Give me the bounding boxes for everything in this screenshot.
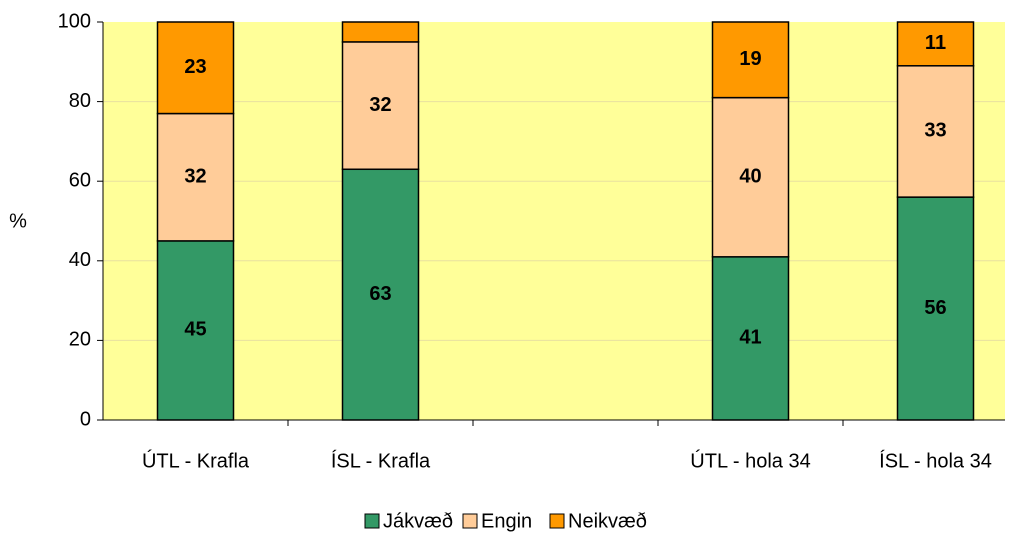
bar-segment [156, 112, 235, 242]
data-label: 56 [924, 297, 946, 319]
bar-segment [711, 256, 790, 421]
x-tick-label: ÚTL - Krafla [142, 449, 250, 472]
y-tick-label: 80 [69, 90, 91, 112]
bar-segment [341, 168, 420, 421]
legend-label: Neikvæð [568, 510, 647, 532]
y-tick-label: 100 [58, 10, 91, 32]
bar-segment [896, 196, 975, 421]
data-label: 45 [184, 319, 206, 341]
data-label: 19 [739, 48, 761, 70]
legend-swatch [549, 513, 565, 529]
x-tick-label: ÍSL - hola 34 [879, 449, 992, 472]
bar-segment [896, 65, 975, 198]
x-tick-label: ÚTL - hola 34 [690, 449, 810, 472]
data-label: 40 [739, 166, 761, 188]
bar-segment [156, 21, 235, 115]
bar-segment [341, 41, 420, 171]
legend-label: Jákvæð [383, 510, 453, 532]
x-tick-label: ÍSL - Krafla [331, 449, 431, 472]
data-label: 41 [739, 327, 761, 349]
data-label: 33 [924, 120, 946, 142]
data-label: 11 [925, 32, 946, 54]
y-tick-label: 60 [69, 169, 91, 191]
bar-segment [896, 21, 975, 67]
y-tick-label: 0 [80, 408, 91, 430]
data-label: 32 [369, 94, 391, 116]
y-tick-label: 20 [69, 329, 91, 351]
plot-area [103, 22, 1005, 420]
y-tick-label: 40 [69, 249, 91, 271]
data-label: 23 [184, 56, 206, 78]
bar-segment [156, 240, 235, 421]
bar-segment [711, 21, 790, 99]
data-label: 63 [369, 283, 391, 305]
legend-label: Engin [481, 510, 532, 532]
legend-swatch [364, 513, 380, 529]
legend-swatch [462, 513, 478, 529]
y-axis-label: % [9, 210, 27, 232]
bar-segment [341, 21, 420, 43]
data-label: 32 [184, 166, 206, 188]
